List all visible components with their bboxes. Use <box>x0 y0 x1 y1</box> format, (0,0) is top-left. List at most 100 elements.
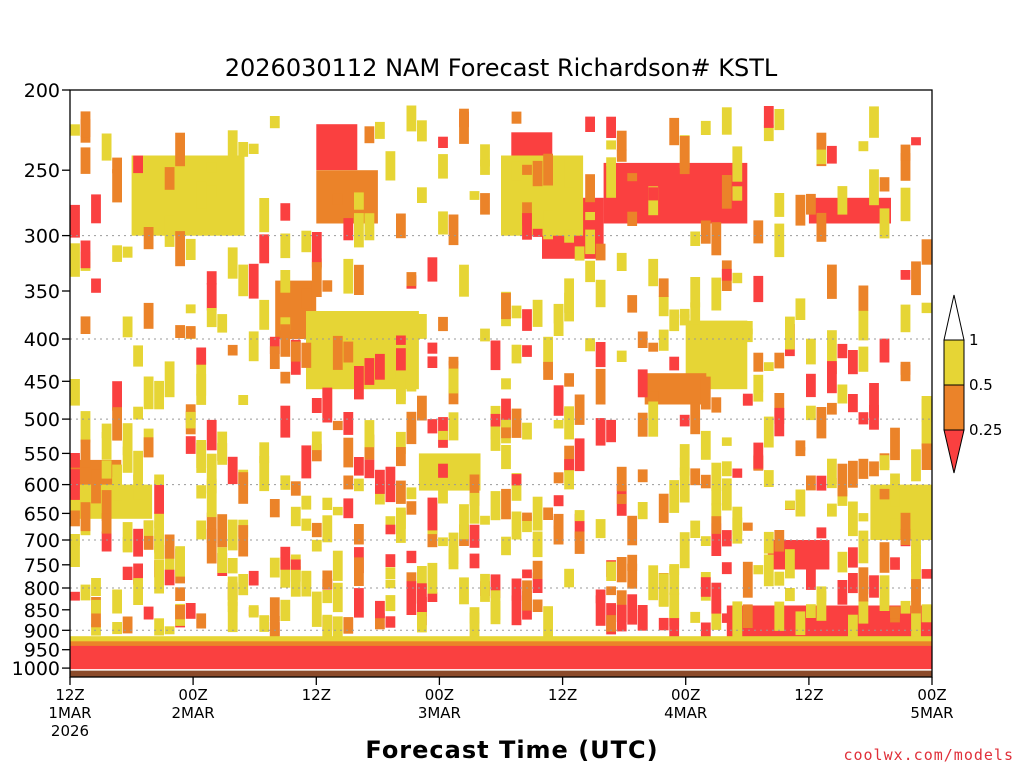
heatmap-cell <box>532 160 543 187</box>
heatmap-cell <box>658 278 669 297</box>
heatmap-cell <box>248 570 259 586</box>
heatmap-cell <box>206 308 217 328</box>
heatmap-cell <box>679 414 690 427</box>
heatmap-cell <box>595 342 606 368</box>
heatmap-cell <box>921 604 932 623</box>
heatmap-cell <box>143 376 154 410</box>
heatmap-cell <box>238 574 249 596</box>
heatmap-cell <box>332 420 343 431</box>
x-tick-label: 12Z <box>548 686 577 704</box>
heatmap-cell <box>438 316 448 332</box>
heatmap-cell <box>858 530 869 564</box>
heatmap-cell <box>206 528 217 564</box>
heatmap-cell <box>480 328 490 342</box>
heatmap-cell <box>837 463 848 497</box>
heatmap-cell <box>827 264 837 299</box>
heatmap-cell <box>648 342 659 352</box>
heatmap-cell <box>196 359 207 396</box>
heatmap-cell <box>238 472 249 504</box>
heatmap-cell <box>511 578 522 601</box>
x-tick-label: 00Z <box>917 686 946 704</box>
heatmap-cell <box>122 446 133 473</box>
heatmap-cell <box>806 405 816 421</box>
heatmap-cell <box>732 601 743 637</box>
heatmap-cell <box>911 261 921 296</box>
heatmap-cell <box>742 561 753 598</box>
x-tick-label: 00Z <box>425 686 454 704</box>
heatmap-cell <box>206 419 217 451</box>
heatmap-cell <box>616 466 627 492</box>
heatmap-cell <box>753 352 764 372</box>
heatmap-cell <box>280 317 291 331</box>
heatmap-cell <box>459 577 469 605</box>
heatmap-cell <box>217 431 228 465</box>
heatmap-cell <box>732 186 743 201</box>
heatmap-cell <box>311 398 322 413</box>
heatmap-cell <box>553 304 564 336</box>
heatmap-cell <box>595 418 606 446</box>
heatmap-cell <box>742 321 753 335</box>
heatmap-cell <box>112 381 122 411</box>
surface-layer <box>70 636 932 642</box>
heatmap-cell <box>669 566 680 575</box>
heatmap-cell <box>721 613 732 623</box>
heatmap-cell <box>396 510 406 529</box>
heatmap-cell <box>690 302 701 325</box>
heatmap-cell <box>406 366 417 392</box>
heatmap-cell <box>280 203 291 221</box>
heatmap-cell <box>133 528 143 557</box>
heatmap-cell <box>80 502 91 532</box>
x-tick-label: 00Z <box>671 686 700 704</box>
heatmap-cell <box>206 283 217 311</box>
y-tick-label: 850 <box>24 600 60 622</box>
heatmap-cell <box>469 553 480 569</box>
heatmap-cell <box>280 233 291 259</box>
heatmap-cell <box>322 515 333 543</box>
heatmap-cell <box>900 600 911 614</box>
heatmap-cell <box>858 513 869 522</box>
heatmap-cell <box>774 193 785 217</box>
y-tick-label: 1000 <box>12 658 60 680</box>
heatmap-cell <box>343 498 354 519</box>
heatmap-cell <box>585 212 595 221</box>
heatmap-cell <box>606 157 616 167</box>
heatmap-cell <box>101 490 112 521</box>
heatmap-cell <box>70 510 80 527</box>
heatmap-cell <box>469 492 480 524</box>
heatmap-cell <box>196 485 207 499</box>
heatmap-cell <box>658 493 669 523</box>
heatmap-cell <box>396 348 406 371</box>
heatmap-cell <box>795 194 806 226</box>
heatmap-cell <box>848 350 858 375</box>
heatmap-cell <box>742 393 753 406</box>
heatmap-cell <box>700 220 711 244</box>
heatmap-cell <box>133 474 143 500</box>
heatmap-cell <box>364 420 375 448</box>
heatmap-cell <box>164 361 175 398</box>
heatmap-cell <box>564 278 574 313</box>
heatmap-cell <box>122 246 133 258</box>
heatmap-cell <box>248 605 259 618</box>
heatmap-cell <box>143 520 154 536</box>
heatmap-cell <box>469 524 480 548</box>
heatmap-cell <box>679 532 690 569</box>
heatmap-cell <box>91 623 101 636</box>
heatmap-cell <box>343 341 354 363</box>
heatmap-cell <box>332 550 343 581</box>
heatmap-cell <box>280 475 291 490</box>
heatmap-cell <box>438 478 448 504</box>
heatmap-cell <box>122 537 133 551</box>
heatmap-cell <box>900 270 911 280</box>
heatmap-cell <box>522 213 532 240</box>
heatmap-cell <box>238 264 249 297</box>
heatmap-cell <box>332 193 343 205</box>
heatmap-cell <box>417 597 427 626</box>
y-tick-label: 500 <box>24 409 60 431</box>
heatmap-cell <box>154 380 164 410</box>
heatmap-cell <box>637 469 648 483</box>
heatmap-cell <box>427 356 438 368</box>
heatmap-cell <box>669 610 680 619</box>
heatmap-cell <box>259 234 270 264</box>
heatmap-cell <box>595 519 606 539</box>
heatmap-cell <box>227 130 238 160</box>
